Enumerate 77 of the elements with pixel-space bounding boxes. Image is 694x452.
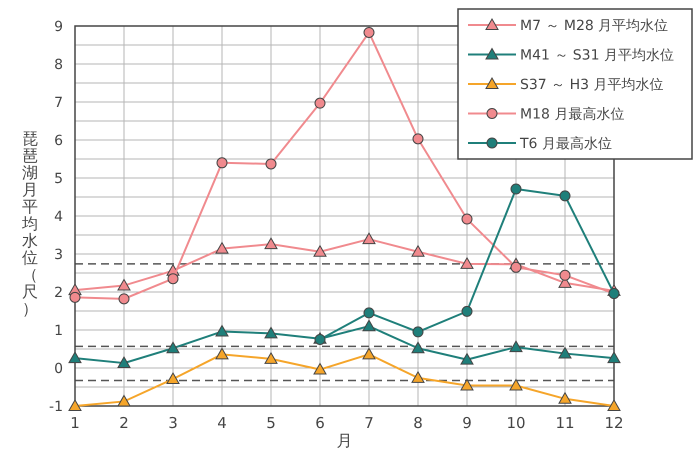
point bbox=[166, 342, 180, 354]
point bbox=[462, 306, 472, 317]
point bbox=[608, 352, 620, 364]
point bbox=[70, 292, 80, 303]
point bbox=[314, 363, 326, 375]
legend-label: M7 ～ M28 月平均水位 bbox=[520, 18, 668, 34]
point bbox=[560, 190, 570, 202]
point bbox=[168, 273, 178, 284]
point bbox=[460, 353, 474, 365]
point bbox=[166, 372, 180, 384]
point bbox=[118, 279, 130, 291]
x-tick-label: 3 bbox=[168, 414, 178, 432]
point bbox=[264, 238, 278, 250]
point bbox=[216, 157, 228, 168]
y-tick-label: 8 bbox=[54, 56, 63, 73]
point bbox=[412, 326, 424, 338]
x-tick-label: 12 bbox=[604, 414, 624, 432]
point bbox=[216, 348, 228, 360]
legend-label: M18 月最高水位 bbox=[520, 106, 624, 122]
point bbox=[362, 348, 376, 360]
point bbox=[118, 394, 130, 406]
point bbox=[510, 262, 522, 273]
x-tick-label: 11 bbox=[555, 414, 575, 432]
point bbox=[264, 352, 278, 364]
point bbox=[68, 352, 82, 364]
x-tick-label: 2 bbox=[119, 414, 129, 432]
point bbox=[364, 26, 374, 38]
point bbox=[462, 214, 472, 225]
point bbox=[118, 356, 130, 368]
point bbox=[608, 400, 620, 411]
point bbox=[510, 378, 522, 390]
point bbox=[560, 270, 570, 281]
point bbox=[362, 320, 376, 332]
point bbox=[216, 242, 228, 254]
point bbox=[362, 232, 376, 244]
point bbox=[460, 378, 474, 390]
y-tick-label: 9 bbox=[54, 18, 63, 35]
point bbox=[510, 184, 522, 195]
point bbox=[558, 392, 572, 404]
point bbox=[68, 400, 82, 411]
x-axis-title: 月 bbox=[336, 431, 352, 450]
y-tick-label: 4 bbox=[54, 208, 64, 225]
point bbox=[364, 307, 374, 318]
point bbox=[216, 325, 228, 337]
point bbox=[558, 347, 572, 359]
y-tick-label: 7 bbox=[54, 94, 63, 111]
point bbox=[264, 326, 278, 338]
y-tick-label: 6 bbox=[54, 132, 64, 149]
y-tick-label: 2 bbox=[54, 284, 63, 301]
x-tick-label: 6 bbox=[315, 414, 325, 432]
x-tick-label: 7 bbox=[364, 414, 374, 432]
y-tick-label: 0 bbox=[54, 360, 63, 377]
x-tick-label: 4 bbox=[217, 414, 227, 432]
point bbox=[314, 245, 326, 257]
legend-label: M41 ～ S31 月平均水位 bbox=[520, 47, 674, 64]
legend-label: S37 ～ H3 月平均水位 bbox=[520, 76, 664, 93]
x-tick-label: 5 bbox=[266, 414, 276, 432]
text: 琵琶湖月平均水位（尺） bbox=[22, 129, 38, 318]
point bbox=[412, 371, 424, 383]
x-tick-label: 9 bbox=[462, 414, 472, 432]
point bbox=[266, 158, 276, 170]
y-tick-label: 5 bbox=[54, 170, 63, 187]
point bbox=[412, 245, 424, 257]
point bbox=[118, 293, 130, 304]
legend-label: T6 月最高水位 bbox=[519, 136, 612, 152]
point bbox=[314, 334, 326, 345]
y-tick-label: 3 bbox=[54, 246, 63, 263]
point bbox=[460, 257, 474, 269]
y-tick-label: -1 bbox=[49, 398, 63, 415]
point bbox=[412, 133, 424, 144]
y-tick-label: 1 bbox=[54, 322, 63, 339]
point bbox=[314, 98, 326, 109]
x-tick-label: 8 bbox=[413, 414, 423, 432]
x-tick-label: 10 bbox=[506, 414, 526, 432]
point bbox=[412, 342, 424, 354]
point bbox=[510, 340, 522, 352]
x-tick-label: 1 bbox=[70, 414, 80, 432]
